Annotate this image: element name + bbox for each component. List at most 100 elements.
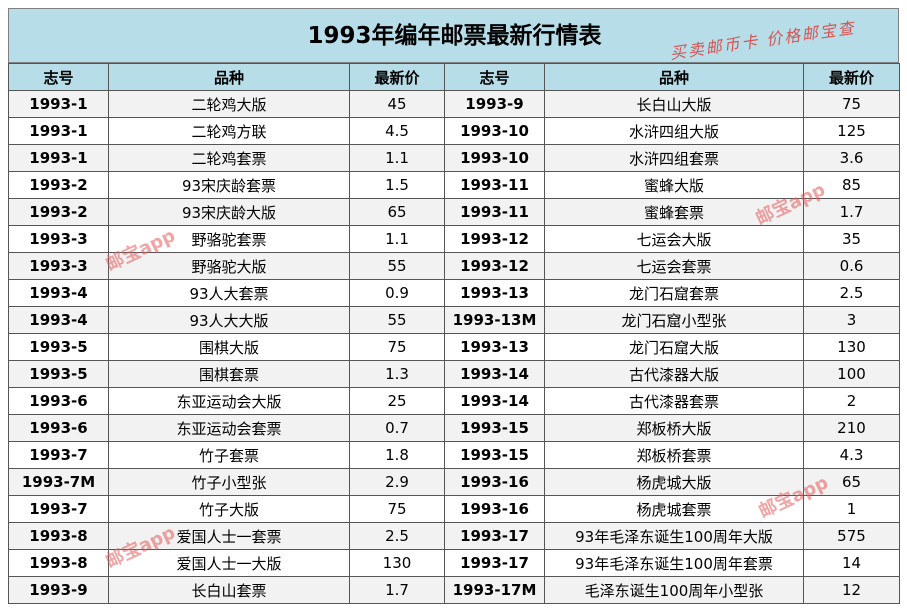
stamp-variety: 93宋庆龄套票 — [108, 171, 350, 199]
stamp-variety: 野骆驼套票 — [108, 225, 350, 253]
table-row: 1993-1 二轮鸡套票 1.1 1993-10 水浒四组套票 3.6 — [8, 144, 900, 172]
table-row: 1993-6 东亚运动会大版 25 1993-14 古代漆器套票 2 — [8, 387, 900, 415]
latest-price: 2 — [803, 387, 900, 415]
latest-price: 75 — [349, 333, 445, 361]
stamp-variety: 东亚运动会套票 — [108, 414, 350, 442]
stamp-code: 1993-13 — [444, 279, 545, 307]
stamp-code: 1993-10 — [444, 117, 545, 145]
stamp-code: 1993-15 — [444, 414, 545, 442]
stamp-code: 1993-8 — [8, 522, 109, 550]
stamp-code: 1993-3 — [8, 252, 109, 280]
table-row: 1993-9 长白山套票 1.7 1993-17M 毛泽东诞生100周年小型张 12 — [8, 576, 900, 604]
latest-price: 1.7 — [803, 198, 900, 226]
latest-price: 65 — [349, 198, 445, 226]
stamp-code: 1993-5 — [8, 333, 109, 361]
latest-price: 1.1 — [349, 225, 445, 253]
stamp-code: 1993-13M — [444, 306, 545, 334]
latest-price: 12 — [803, 576, 900, 604]
stamp-variety: 二轮鸡大版 — [108, 90, 350, 118]
latest-price: 1.5 — [349, 171, 445, 199]
table-body: 1993-1 二轮鸡大版 45 1993-9 长白山大版 75 1993-1 二轮鸡方联 4.5… — [8, 90, 900, 604]
col-header-price: 最新价 — [803, 63, 900, 91]
stamp-code: 1993-14 — [444, 360, 545, 388]
latest-price: 75 — [349, 495, 445, 523]
stamp-variety: 竹子大版 — [108, 495, 350, 523]
table-row: 1993-8 爱国人士一套票 2.5 1993-17 93年毛泽东诞生100周年大版 57… — [8, 522, 900, 550]
table-row: 1993-8 爱国人士一大版 130 1993-17 93年毛泽东诞生100周年套票 14 — [8, 549, 900, 577]
stamp-code: 1993-7 — [8, 441, 109, 469]
latest-price: 1.8 — [349, 441, 445, 469]
stamp-variety: 93宋庆龄大版 — [108, 198, 350, 226]
stamp-variety: 93人大套票 — [108, 279, 350, 307]
latest-price: 1.1 — [349, 144, 445, 172]
stamp-variety: 古代漆器大版 — [544, 360, 804, 388]
stamp-variety: 93年毛泽东诞生100周年套票 — [544, 549, 804, 577]
latest-price: 35 — [803, 225, 900, 253]
stamp-code: 1993-17 — [444, 549, 545, 577]
latest-price: 210 — [803, 414, 900, 442]
latest-price: 4.3 — [803, 441, 900, 469]
latest-price: 1 — [803, 495, 900, 523]
col-header-price: 最新价 — [349, 63, 445, 91]
stamp-code: 1993-16 — [444, 468, 545, 496]
stamp-code: 1993-13 — [444, 333, 545, 361]
title-bar: 1993年编年邮票最新行情表 买卖邮币卡 价格邮宝查 — [8, 8, 899, 63]
latest-price: 2.5 — [349, 522, 445, 550]
table-row: 1993-7 竹子套票 1.8 1993-15 郑板桥套票 4.3 — [8, 441, 900, 469]
stamp-code: 1993-12 — [444, 225, 545, 253]
latest-price: 0.7 — [349, 414, 445, 442]
col-header-variety: 品种 — [108, 63, 350, 91]
latest-price: 3 — [803, 306, 900, 334]
latest-price: 4.5 — [349, 117, 445, 145]
latest-price: 55 — [349, 306, 445, 334]
latest-price: 0.9 — [349, 279, 445, 307]
stamp-variety: 水浒四组套票 — [544, 144, 804, 172]
stamp-variety: 七运会大版 — [544, 225, 804, 253]
latest-price: 65 — [803, 468, 900, 496]
page-title: 1993年编年邮票最新行情表 — [307, 23, 602, 49]
latest-price: 2.5 — [803, 279, 900, 307]
stamp-variety: 蜜蜂套票 — [544, 198, 804, 226]
latest-price: 25 — [349, 387, 445, 415]
stamp-code: 1993-14 — [444, 387, 545, 415]
table-row: 1993-6 东亚运动会套票 0.7 1993-15 郑板桥大版 210 — [8, 414, 900, 442]
stamp-code: 1993-1 — [8, 117, 109, 145]
stamp-code: 1993-6 — [8, 387, 109, 415]
stamp-code: 1993-15 — [444, 441, 545, 469]
stamp-variety: 二轮鸡方联 — [108, 117, 350, 145]
table-row: 1993-4 93人大套票 0.9 1993-13 龙门石窟套票 2.5 — [8, 279, 900, 307]
latest-price: 1.3 — [349, 360, 445, 388]
stamp-variety: 龙门石窟大版 — [544, 333, 804, 361]
stamp-variety: 竹子小型张 — [108, 468, 350, 496]
stamp-code: 1993-7 — [8, 495, 109, 523]
table-row: 1993-7M 竹子小型张 2.9 1993-16 杨虎城大版 65 — [8, 468, 900, 496]
price-table: 志号 品种 最新价 志号 品种 最新价 1993-1 二轮鸡大版 45 1993-9 长… — [8, 63, 900, 604]
stamp-code: 1993-6 — [8, 414, 109, 442]
latest-price: 3.6 — [803, 144, 900, 172]
stamp-variety: 蜜蜂大版 — [544, 171, 804, 199]
latest-price: 130 — [803, 333, 900, 361]
stamp-code: 1993-17 — [444, 522, 545, 550]
stamp-code: 1993-1 — [8, 90, 109, 118]
stamp-variety: 野骆驼大版 — [108, 252, 350, 280]
stamp-variety: 爱国人士一大版 — [108, 549, 350, 577]
latest-price: 85 — [803, 171, 900, 199]
latest-price: 575 — [803, 522, 900, 550]
latest-price: 0.6 — [803, 252, 900, 280]
header-row: 志号 品种 最新价 志号 品种 最新价 — [8, 63, 900, 91]
stamp-code: 1993-3 — [8, 225, 109, 253]
table-row: 1993-2 93宋庆龄大版 65 1993-11 蜜蜂套票 1.7 — [8, 198, 900, 226]
stamp-variety: 龙门石窟小型张 — [544, 306, 804, 334]
col-header-code: 志号 — [444, 63, 545, 91]
table-row: 1993-3 野骆驼套票 1.1 1993-12 七运会大版 35 — [8, 225, 900, 253]
stamp-code: 1993-16 — [444, 495, 545, 523]
stamp-variety: 东亚运动会大版 — [108, 387, 350, 415]
stamp-variety: 七运会套票 — [544, 252, 804, 280]
latest-price: 125 — [803, 117, 900, 145]
stamp-code: 1993-4 — [8, 306, 109, 334]
price-table-frame: 1993年编年邮票最新行情表 买卖邮币卡 价格邮宝查 志号 品种 最新价 志号 … — [8, 8, 900, 606]
stamp-variety: 围棋大版 — [108, 333, 350, 361]
stamp-variety: 长白山套票 — [108, 576, 350, 604]
stamp-variety: 水浒四组大版 — [544, 117, 804, 145]
table-row: 1993-5 围棋大版 75 1993-13 龙门石窟大版 130 — [8, 333, 900, 361]
